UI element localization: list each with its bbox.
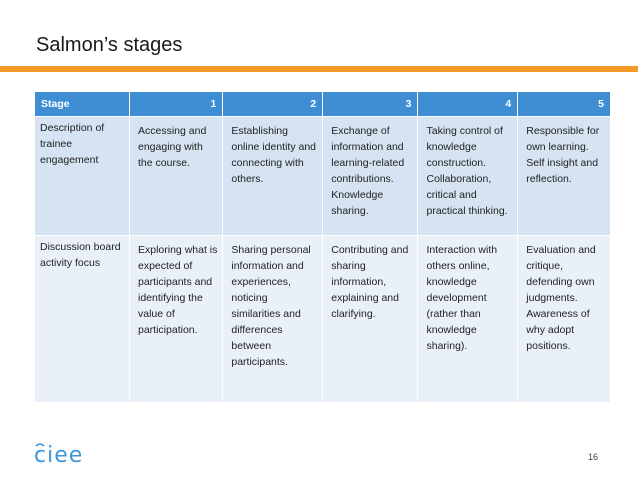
table-cell: Interaction with others online, knowledg… [418,235,519,402]
table-cell: Responsible for own learning. Self insig… [518,116,611,235]
table-cell: Exploring what is expected of participan… [130,235,224,402]
ciee-logo: ciee [34,440,86,468]
header-stage-5: 5 [518,92,611,116]
page-number: 16 [587,452,598,462]
table-cell: Contributing and sharing information, ex… [323,235,419,402]
table-cell: Establishing online identity and connect… [223,116,324,235]
row-label: Discussion board activity focus [35,235,130,402]
header-stage-3: 3 [323,92,419,116]
table-row: Description of trainee engagement Access… [35,116,611,235]
header-stage-4: 4 [418,92,519,116]
table-cell: Evaluation and critique, defending own j… [518,235,611,402]
table-cell: Sharing personal information and experie… [223,235,324,402]
table-row: Discussion board activity focus Explorin… [35,235,611,402]
header-stage: Stage [35,92,130,116]
salmon-stages-table: Stage 1 2 3 4 5 Description of trainee e… [35,92,611,402]
table-cell: Accessing and engaging with the course. [130,116,224,235]
header-stage-2: 2 [223,92,324,116]
svg-text:ciee: ciee [34,443,83,467]
slide-title: Salmon’s stages [36,34,183,56]
ciee-logo-icon: ciee [34,443,83,468]
row-label: Description of trainee engagement [35,116,130,235]
table-cell: Exchange of information and learning-rel… [323,116,419,235]
table-cell: Taking control of knowledge construction… [418,116,519,235]
title-divider-bar [0,66,638,72]
table-header-row: Stage 1 2 3 4 5 [35,92,611,116]
header-stage-1: 1 [130,92,224,116]
